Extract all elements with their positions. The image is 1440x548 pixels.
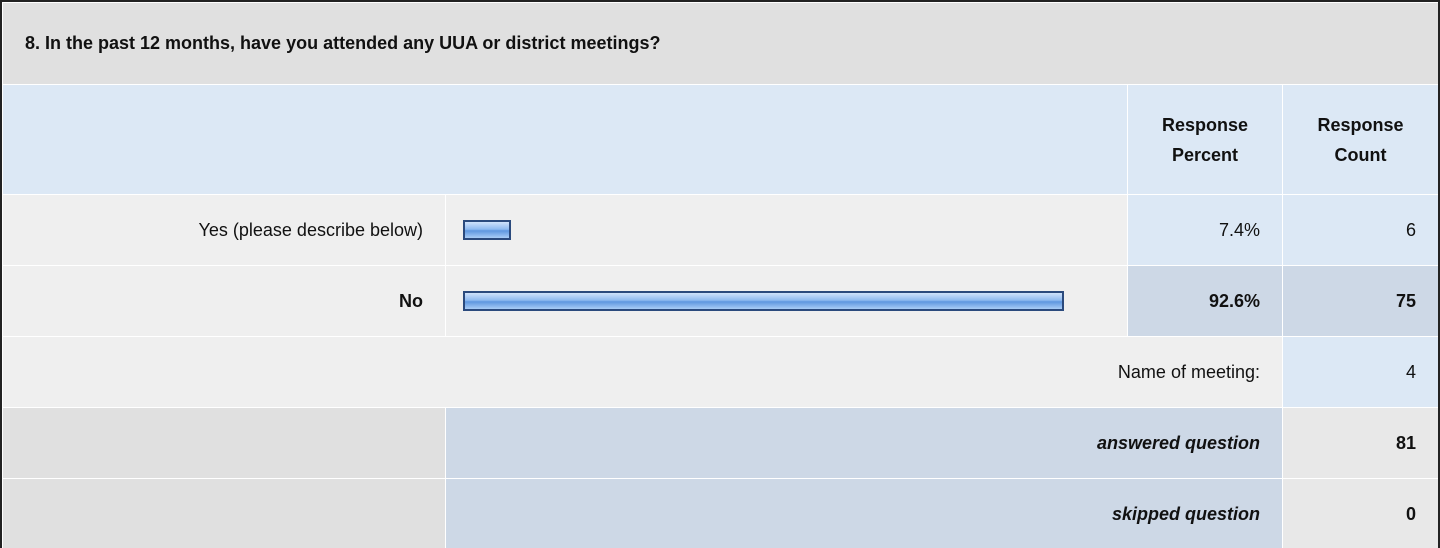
- answered-label: answered question: [445, 407, 1283, 479]
- skipped-count: 0: [1281, 478, 1438, 548]
- response-percent: 92.6%: [1127, 265, 1283, 337]
- skipped-label: skipped question: [445, 478, 1283, 548]
- answer-label: No: [2, 265, 446, 337]
- bar-cell: [445, 265, 1128, 337]
- other-label: Name of meeting:: [2, 336, 1283, 408]
- response-row: No 92.6% 75: [2, 265, 1438, 337]
- header-percent: Response Percent: [1127, 84, 1283, 195]
- bar-cell: [445, 194, 1128, 266]
- bar: [463, 291, 1064, 311]
- answer-label: Yes (please describe below): [2, 194, 446, 266]
- question-title: 8. In the past 12 months, have you atten…: [2, 2, 1438, 85]
- other-count: 4: [1281, 336, 1438, 408]
- answered-count: 81: [1281, 407, 1438, 479]
- response-percent: 7.4%: [1127, 194, 1283, 266]
- response-row: Yes (please describe below) 7.4% 6: [2, 194, 1438, 266]
- header-count: Response Count: [1281, 84, 1438, 195]
- blank: [2, 478, 446, 548]
- bar: [463, 220, 512, 240]
- response-count: 75: [1281, 265, 1438, 337]
- response-count: 6: [1281, 194, 1438, 266]
- blank: [2, 407, 446, 479]
- header-blank: [2, 84, 1128, 195]
